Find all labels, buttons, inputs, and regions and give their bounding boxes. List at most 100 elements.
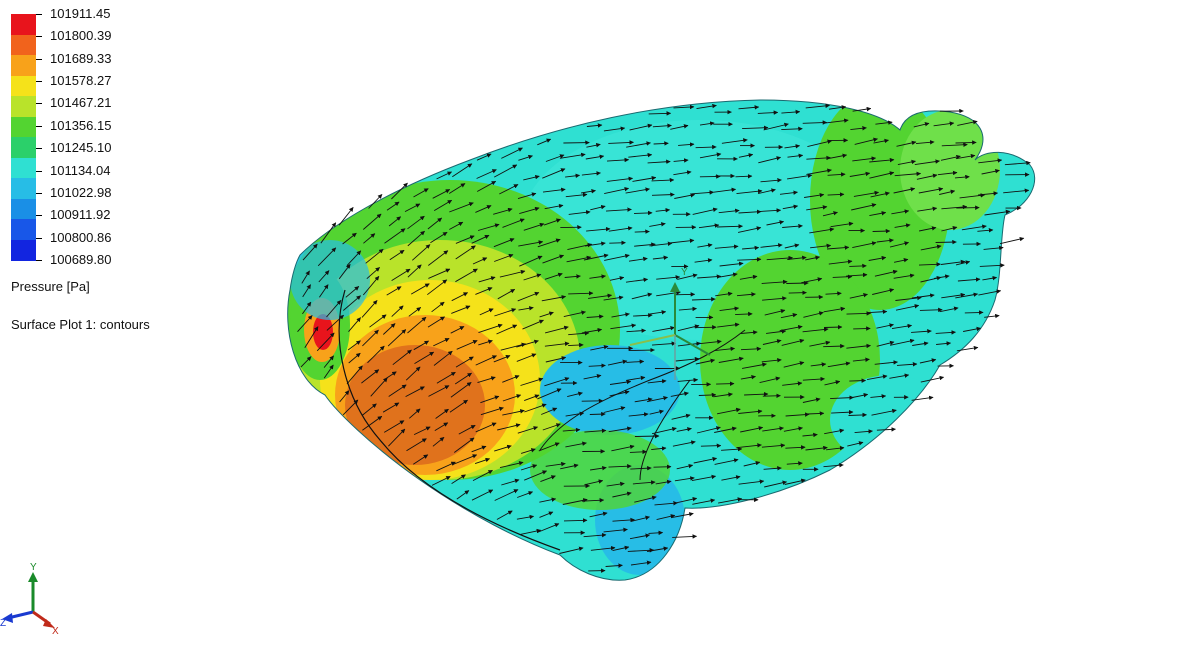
velocity-arrow [824,380,841,386]
legend-tick [36,14,42,15]
velocity-arrow [502,394,522,402]
velocity-arrow [914,159,940,166]
velocity-arrow [588,363,606,368]
velocity-arrow [494,308,517,317]
velocity-arrow [342,232,357,245]
velocity-arrow [919,358,937,364]
velocity-arrow [634,229,650,234]
velocity-arrow [941,142,968,148]
velocity-arrow [897,159,916,166]
velocity-arrow [477,223,500,231]
velocity-arrow [304,326,319,348]
velocity-arrow [362,415,383,431]
velocity-arrow [606,481,625,487]
velocity-arrow [978,158,1003,164]
velocity-arrow [652,123,672,128]
velocity-arrow [563,518,588,523]
velocity-arrow [757,188,776,195]
velocity-arrow [786,461,803,466]
velocity-arrow [651,341,677,346]
velocity-arrow [893,187,916,194]
velocity-arrow [742,362,767,369]
velocity-arrow [455,245,476,260]
velocity-arrow [721,475,741,481]
velocity-arrow [545,356,567,363]
velocity-arrow [413,454,429,465]
velocity-arrow [979,263,1005,268]
velocity-arrow [605,563,623,568]
velocity-arrow [695,339,722,345]
velocity-arrow [413,188,429,198]
velocity-arrow [628,412,649,417]
velocity-arrow [436,461,456,472]
velocity-arrow [889,373,910,379]
velocity-arrow [432,189,451,199]
velocity-arrow [518,240,544,247]
velocity-arrow [539,511,554,518]
velocity-arrow [590,345,609,351]
velocity-arrow [302,243,318,261]
pressure-legend: 101911.45 101800.39 101689.33 101578.27 1014… [0,0,200,340]
velocity-arrow [954,174,970,180]
velocity-arrow [736,443,762,449]
velocity-arrow [479,308,494,316]
velocity-arrow [825,291,842,296]
velocity-arrow [475,422,497,433]
velocity-arrow [802,397,821,403]
velocity-arrow [649,409,664,415]
velocity-arrow [627,548,655,553]
legend-tick [36,58,42,60]
velocity-arrow [361,369,380,384]
velocity-arrow [872,228,891,234]
velocity-arrow [937,170,958,176]
velocity-arrow [568,331,590,336]
velocity-arrow [346,365,363,385]
velocity-arrow [876,340,895,347]
velocity-arrow [982,275,998,281]
velocity-arrow [496,510,513,520]
velocity-arrow [316,332,335,352]
velocity-arrow [384,228,406,244]
velocity-arrow [810,243,832,249]
velocity-arrow [891,323,913,330]
velocity-arrow [872,288,895,295]
velocity-arrow [935,330,956,335]
velocity-arrow [405,366,421,381]
velocity-arrow [830,395,854,400]
velocity-arrow [634,433,660,439]
velocity-arrow [762,339,782,345]
velocity-arrow [735,174,753,179]
legend-value: 101800.39 [50,28,112,44]
orientation-triad: Y X Z [0,562,59,637]
velocity-arrow [851,203,877,211]
velocity-arrow [846,272,868,278]
velocity-arrow [978,191,999,196]
legend-color-bar [11,14,36,261]
velocity-arrow [738,153,754,158]
velocity-arrow [804,192,825,198]
velocity-arrow [562,427,581,433]
velocity-arrow [471,234,490,244]
velocity-arrow [431,475,451,486]
velocity-arrow [912,341,929,346]
velocity-arrow [523,174,540,181]
velocity-arrow [738,105,760,110]
velocity-arrow [566,255,592,263]
legend-tick [36,260,42,261]
velocity-arrow [497,423,521,431]
legend-value: 101245.10 [50,140,112,156]
velocity-arrow [766,220,785,226]
velocity-arrow [407,230,425,247]
velocity-arrow [407,316,427,334]
velocity-arrow [629,449,647,455]
velocity-arrow [876,427,896,432]
velocity-arrow [869,211,887,217]
velocity-arrow [983,245,1004,251]
velocity-arrow [918,262,941,267]
velocity-arrow [609,390,630,397]
velocity-arrow [760,243,783,248]
velocity-arrow [629,123,653,131]
velocity-arrow [494,489,519,501]
velocity-arrow [955,153,976,160]
